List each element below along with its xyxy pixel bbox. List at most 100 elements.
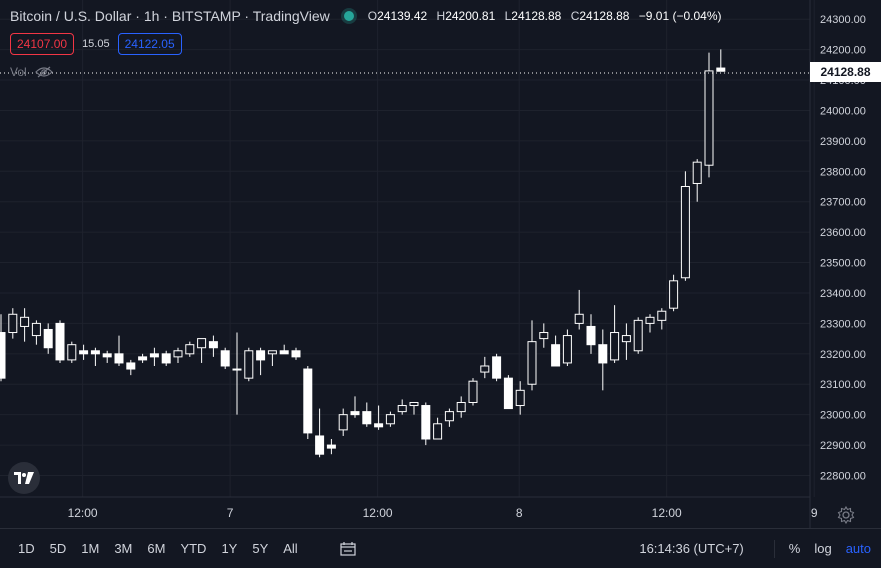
buy-button[interactable]: 24122.05 (117, 33, 182, 55)
time-tick-label: 12:00 (363, 506, 393, 520)
candle-body (692, 161, 702, 184)
candle-body (67, 344, 77, 361)
candle-body (527, 341, 537, 385)
open-value: 24139.42 (377, 9, 428, 23)
candle-body (385, 414, 395, 425)
candle-body (31, 322, 41, 337)
settings-gear-icon[interactable] (836, 505, 856, 525)
candle (43, 323, 53, 354)
candle-body (621, 335, 631, 343)
range-button-3m[interactable]: 3M (114, 541, 133, 556)
trade-panel: 24107.00 15.05 24122.05 (10, 33, 182, 55)
range-buttons: 1D 5D 1M 3M 6M YTD 1Y 5Y All (18, 541, 298, 556)
candle (138, 353, 148, 363)
price-tick-label: 23200.00 (820, 349, 866, 361)
divider (773, 539, 775, 558)
candle-body (657, 310, 667, 321)
candle-body (161, 353, 171, 364)
candle (0, 314, 6, 382)
candle (303, 365, 313, 439)
candle-body (716, 67, 726, 72)
candle-body (90, 350, 100, 355)
range-button-1m[interactable]: 1M (81, 541, 100, 556)
auto-scale-button[interactable]: auto (845, 541, 871, 556)
candle-body (267, 350, 277, 355)
candle (90, 347, 100, 366)
price-tick-label: 23700.00 (820, 197, 866, 209)
candle (456, 396, 466, 418)
candle-body (362, 411, 372, 425)
candle-body (645, 316, 655, 324)
range-button-1y[interactable]: 1Y (221, 541, 238, 556)
candle (421, 402, 431, 446)
candle (67, 341, 77, 363)
candle (669, 274, 679, 312)
candle-body (138, 356, 148, 361)
price-tick-label: 24300.00 (820, 14, 866, 26)
candle (315, 408, 325, 458)
candle-body (421, 405, 431, 440)
open-label: O (367, 9, 378, 23)
candle (267, 350, 277, 366)
candle (244, 347, 254, 382)
candle-body (374, 423, 384, 428)
volume-legend: Vol (10, 65, 53, 79)
candle-body (291, 350, 301, 358)
candle-body (79, 350, 89, 355)
candle-body (256, 350, 266, 361)
candle-body (55, 322, 65, 361)
candle-body (409, 401, 419, 407)
candle-body (704, 70, 714, 166)
candle (468, 378, 478, 406)
calendar-range-icon[interactable] (340, 541, 356, 556)
candle (645, 314, 655, 333)
tradingview-logo-icon[interactable] (8, 462, 40, 494)
percent-scale-button[interactable]: % (788, 541, 801, 556)
candle-body (149, 353, 159, 358)
ohlc-values: O24139.42 H24200.81 L24128.88 C24128.88 … (368, 9, 728, 23)
candle (433, 417, 443, 440)
range-button-1d[interactable]: 1D (18, 541, 35, 556)
close-value: 24128.88 (579, 9, 630, 23)
candle-body (480, 365, 490, 373)
range-button-5y[interactable]: 5Y (252, 541, 269, 556)
candle-body (562, 335, 572, 364)
candle-body (444, 411, 454, 422)
high-label: H (436, 9, 446, 23)
sell-button[interactable]: 24107.00 (10, 33, 75, 55)
candle (173, 347, 183, 363)
log-scale-button[interactable]: log (814, 541, 832, 556)
candle-body (574, 313, 584, 324)
candle (102, 350, 112, 363)
candle (8, 308, 18, 339)
candle (291, 347, 301, 360)
volume-label: Vol (10, 65, 27, 79)
range-button-all[interactable]: All (283, 541, 298, 556)
range-button-ytd[interactable]: YTD (180, 541, 207, 556)
price-axis[interactable]: 22800.00 22900.00 23000.00 23100.00 23200.00… (820, 14, 866, 482)
candle (562, 329, 572, 366)
candle (503, 375, 513, 410)
candle-body (126, 362, 136, 370)
market-open-indicator (343, 11, 354, 21)
candle (197, 338, 207, 363)
candle-series (0, 49, 726, 458)
candle (232, 332, 242, 415)
candle-body (539, 332, 549, 340)
candle-body (397, 405, 407, 413)
candle-body (456, 401, 466, 413)
eye-hidden-icon[interactable] (34, 66, 53, 78)
price-chart[interactable]: 22800.00 22900.00 23000.00 23100.00 23200.00… (0, 0, 881, 528)
candle (326, 438, 336, 455)
time-axis[interactable]: 12:00 7 12:00 8 12:00 9 (68, 506, 818, 520)
clock-timezone[interactable]: 16:14:36 (UTC+7) (639, 541, 744, 556)
range-button-6m[interactable]: 6M (147, 541, 166, 556)
high-value: 24200.81 (445, 9, 496, 23)
symbol-title[interactable]: Bitcoin / U.S. Dollar · 1h · BITSTAMP · … (10, 8, 330, 24)
price-tick-label: 24000.00 (820, 105, 866, 117)
candle (409, 401, 419, 415)
close-label: C (570, 9, 580, 23)
candle (31, 320, 41, 345)
range-button-5d[interactable]: 5D (49, 541, 67, 556)
legend-header: Bitcoin / U.S. Dollar · 1h · BITSTAMP · … (10, 8, 728, 24)
